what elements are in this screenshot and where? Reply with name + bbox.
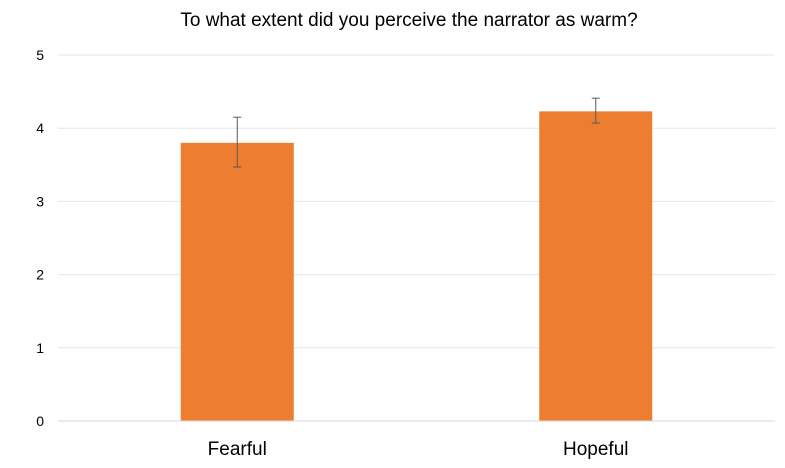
chart-title: To what extent did you perceive the narr…	[180, 10, 637, 31]
y-tick-label: 1	[36, 340, 44, 356]
x-axis-ticks: Fearful Hopeful	[208, 439, 629, 460]
x-tick-label: Hopeful	[563, 439, 629, 460]
x-tick-label: Fearful	[208, 439, 267, 460]
y-tick-label: 0	[36, 413, 44, 429]
y-axis-ticks: 0 1 2 3 4 5	[36, 47, 44, 429]
gridlines	[58, 54, 775, 349]
y-tick-label: 5	[36, 47, 44, 63]
y-tick-label: 4	[36, 120, 44, 136]
error-bars	[233, 97, 600, 168]
bar	[180, 142, 294, 421]
bars	[180, 111, 653, 421]
y-tick-label: 2	[36, 267, 44, 283]
y-tick-label: 3	[36, 193, 44, 209]
bar	[539, 111, 653, 421]
